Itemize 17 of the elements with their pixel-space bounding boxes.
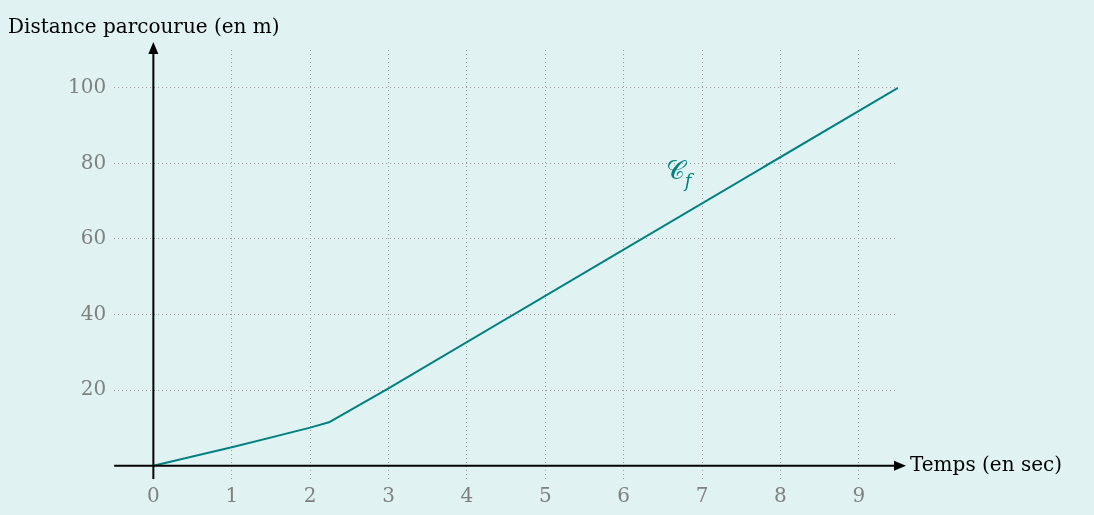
x-tick-label: 7	[695, 483, 709, 508]
x-tick-label: 1	[225, 483, 239, 508]
y-tick-label: 60	[80, 225, 107, 250]
y-tick-label: 40	[80, 300, 107, 325]
y-axis-title: Distance parcourue (en m)	[8, 14, 280, 39]
x-tick-label: 4	[460, 483, 474, 508]
y-tick-label: 80	[80, 149, 107, 174]
x-tick-label: 5	[538, 483, 552, 508]
y-tick-label: 20	[80, 376, 107, 401]
x-tick-label: 6	[617, 483, 631, 508]
x-tick-label: 8	[774, 483, 787, 508]
x-tick-label: 0	[147, 483, 160, 508]
y-tick-label: 100	[67, 74, 107, 98]
x-tick-label: 3	[382, 483, 395, 508]
x-tick-label: 9	[852, 483, 866, 508]
x-tick-label: 2	[303, 483, 317, 508]
x-axis-title: Temps (en sec)	[910, 451, 1062, 476]
